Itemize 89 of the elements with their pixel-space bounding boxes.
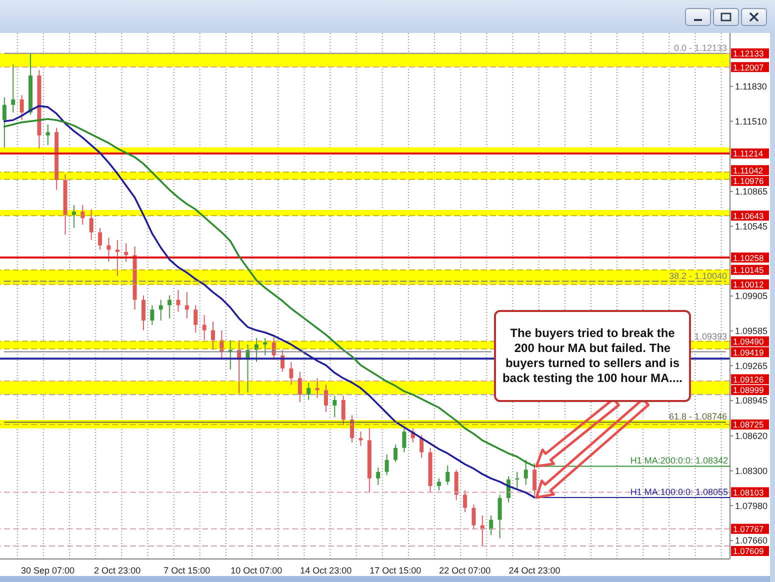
legend-label: 1.09393 [694,331,727,342]
candlestick [532,462,537,496]
y-tick-label: 1.09265 [735,360,768,371]
candlestick [20,94,24,121]
candlestick [211,321,216,350]
ref-line-label: 1.10643 [733,210,764,221]
candlestick [11,64,16,113]
ref-line-label: 1.09126 [733,374,764,384]
candlestick [184,292,189,319]
ref-line-label: 1.07609 [733,546,764,556]
x-tick-label: 2 Oct 23:00 [94,565,141,576]
ref-line-label: 1.10012 [733,280,764,290]
ref-line-label: 1.09490 [733,336,764,347]
ref-line-label: 1.08725 [733,420,764,430]
y-tick-label: 1.07980 [735,500,768,511]
candlestick [80,204,85,226]
x-tick-label: 7 Oct 15:00 [164,565,210,576]
ref-line-label: 1.12007 [733,62,764,72]
ref-line-label: 1.07767 [733,524,764,534]
candlestick [446,464,450,486]
candlestick [524,459,528,486]
candlestick [384,454,389,476]
ref-line-label: 1.10976 [733,176,764,186]
candlestick [394,444,398,463]
candlestick [298,371,302,403]
y-tick-label: 1.09905 [735,291,768,302]
candlestick [306,382,311,400]
y-tick-label: 1.11510 [735,116,767,126]
candlestick [2,96,6,148]
ref-line-label: 1.12133 [733,48,764,59]
candlestick [263,337,268,356]
candlestick [98,227,102,250]
candlestick [158,299,163,322]
ref-line-label: 1.10145 [733,265,764,276]
y-tick-label: 1.07660 [735,536,768,546]
candlestick [141,294,146,331]
candlestick [194,304,198,333]
ref-line-label: 1.11214 [733,148,764,159]
candlestick [358,431,363,446]
x-tick-label: 24 Oct 23:00 [508,565,560,576]
series-label: 61.8 - 1.08746 [668,412,727,422]
candlestick [454,469,458,501]
ref-line-label: 1.08999 [733,385,764,396]
candlestick [436,478,441,491]
y-tick-label: 1.09585 [735,326,768,336]
ref-line-label: 1.09419 [733,347,764,358]
annotation: The buyers tried to break the 200 hour MA but failed. The buyers turned to sellers and is back testing the 100 hour MA.... [501,326,684,386]
candlestick [254,337,258,362]
candlestick [498,494,502,539]
candlestick [402,428,406,453]
candlestick [315,378,320,398]
candlestick [106,237,111,262]
annotation: H1 MA:200:0:0: 1.08342 [630,456,728,466]
candlestick [289,361,294,386]
candlestick [176,290,180,312]
x-tick-label: 17 Oct 15:00 [370,565,422,576]
y-tick-label: 1.11830 [735,82,767,92]
candlestick [115,239,120,276]
candlestick [72,204,76,228]
candlestick [202,314,206,341]
x-tick-label: 22 Oct 07:00 [439,565,491,576]
y-tick-label: 1.10545 [735,221,768,232]
annotation: H1 MA:100:0:0: 1.08055 [630,486,728,497]
y-tick-label: 1.08620 [735,431,768,442]
x-tick-label: 14 Oct 23:00 [300,565,352,576]
candlestick [324,384,328,412]
candlestick [150,304,154,326]
candlestick [168,294,172,319]
candlestick [124,242,128,262]
candlestick [376,467,380,486]
y-tick-label: 1.08300 [735,466,768,476]
ref-line-label: 1.11042 [733,165,764,176]
candlestick [341,395,346,426]
candlestick [46,124,50,146]
ref-line-label: 1.10258 [733,252,764,263]
series-label: 0.0 - 1.12133 [674,42,727,53]
y-tick-label: 1.10865 [735,186,768,197]
x-tick-label: 10 Oct 07:00 [230,565,282,576]
candlestick [89,208,94,240]
candlestick [515,471,520,489]
candlestick [332,395,337,418]
ref-line-label: 1.08103 [733,487,764,498]
candlestick [350,414,354,443]
candlestick [463,490,468,513]
y-tick-label: 1.08945 [735,396,768,406]
candlestick [472,504,476,530]
candlestick [420,434,424,458]
x-tick-label: 30 Sep 07:00 [21,565,75,576]
series-label: 38.2 - 1.10040 [668,270,727,281]
